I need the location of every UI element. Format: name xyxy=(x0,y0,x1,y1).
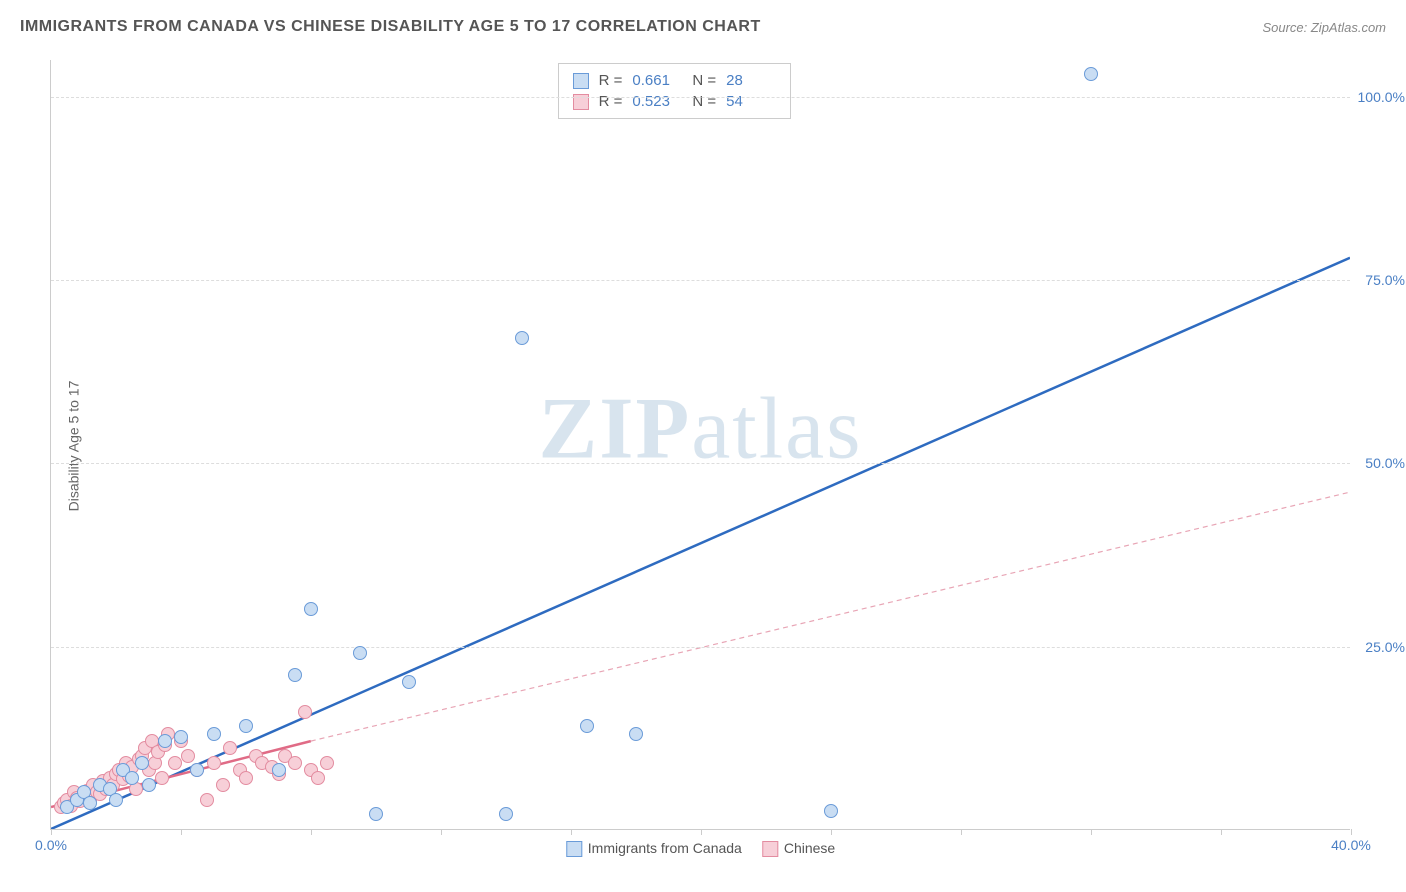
data-point xyxy=(515,331,529,345)
data-point xyxy=(168,756,182,770)
chart-title: IMMIGRANTS FROM CANADA VS CHINESE DISABI… xyxy=(20,18,761,36)
gridline xyxy=(51,647,1350,648)
x-tick xyxy=(831,829,832,835)
x-tick xyxy=(1221,829,1222,835)
data-point xyxy=(174,730,188,744)
data-point xyxy=(158,734,172,748)
data-point xyxy=(216,778,230,792)
data-point xyxy=(155,771,169,785)
gridline xyxy=(51,97,1350,98)
n-value-chinese: 54 xyxy=(726,93,776,110)
swatch-canada-icon xyxy=(566,841,582,857)
swatch-canada xyxy=(573,73,589,89)
data-point xyxy=(304,602,318,616)
data-point xyxy=(353,646,367,660)
data-point xyxy=(288,756,302,770)
legend-item-chinese: Chinese xyxy=(762,840,835,857)
data-point xyxy=(109,793,123,807)
x-tick xyxy=(181,829,182,835)
y-tick-label: 25.0% xyxy=(1365,639,1405,655)
series-legend: Immigrants from Canada Chinese xyxy=(566,840,835,857)
n-label: N = xyxy=(692,72,716,89)
x-tick xyxy=(961,829,962,835)
x-tick-label: 0.0% xyxy=(35,837,67,853)
x-tick-label: 40.0% xyxy=(1331,837,1371,853)
data-point xyxy=(125,771,139,785)
data-point xyxy=(239,771,253,785)
data-point xyxy=(298,705,312,719)
x-tick xyxy=(441,829,442,835)
data-point xyxy=(207,756,221,770)
y-tick-label: 100.0% xyxy=(1358,89,1405,105)
data-point xyxy=(200,793,214,807)
x-tick xyxy=(1351,829,1352,835)
x-tick xyxy=(311,829,312,835)
data-point xyxy=(135,756,149,770)
data-point xyxy=(181,749,195,763)
data-point xyxy=(190,763,204,777)
r-value-canada: 0.661 xyxy=(632,72,682,89)
y-tick-label: 50.0% xyxy=(1365,455,1405,471)
x-tick xyxy=(1091,829,1092,835)
data-point xyxy=(311,771,325,785)
swatch-chinese-icon xyxy=(762,841,778,857)
r-label: R = xyxy=(599,72,623,89)
source-label: Source: ZipAtlas.com xyxy=(1262,20,1386,35)
data-point xyxy=(499,807,513,821)
x-tick xyxy=(701,829,702,835)
data-point xyxy=(824,804,838,818)
data-point xyxy=(288,668,302,682)
x-tick xyxy=(51,829,52,835)
data-point xyxy=(207,727,221,741)
data-point xyxy=(272,763,286,777)
data-point xyxy=(223,741,237,755)
gridline xyxy=(51,280,1350,281)
legend-item-canada: Immigrants from Canada xyxy=(566,840,742,857)
data-point xyxy=(629,727,643,741)
data-point xyxy=(142,778,156,792)
data-point xyxy=(320,756,334,770)
data-point xyxy=(402,675,416,689)
data-point xyxy=(83,796,97,810)
n-value-canada: 28 xyxy=(726,72,776,89)
x-tick xyxy=(571,829,572,835)
data-point xyxy=(580,719,594,733)
y-tick-label: 75.0% xyxy=(1365,272,1405,288)
n-label: N = xyxy=(692,93,716,110)
correlation-legend: R = 0.661 N = 28 R = 0.523 N = 54 xyxy=(558,63,792,119)
r-label: R = xyxy=(599,93,623,110)
data-point xyxy=(239,719,253,733)
legend-label-chinese: Chinese xyxy=(784,840,835,856)
watermark: ZIPatlas xyxy=(539,379,863,480)
trend-lines xyxy=(51,60,1350,829)
data-point xyxy=(1084,67,1098,81)
r-value-chinese: 0.523 xyxy=(632,93,682,110)
plot-area: ZIPatlas R = 0.661 N = 28 R = 0.523 N = … xyxy=(50,60,1350,830)
legend-label-canada: Immigrants from Canada xyxy=(588,840,742,856)
data-point xyxy=(369,807,383,821)
legend-row-chinese: R = 0.523 N = 54 xyxy=(573,91,777,112)
legend-row-canada: R = 0.661 N = 28 xyxy=(573,70,777,91)
gridline xyxy=(51,463,1350,464)
correlation-chart: IMMIGRANTS FROM CANADA VS CHINESE DISABI… xyxy=(0,0,1406,892)
